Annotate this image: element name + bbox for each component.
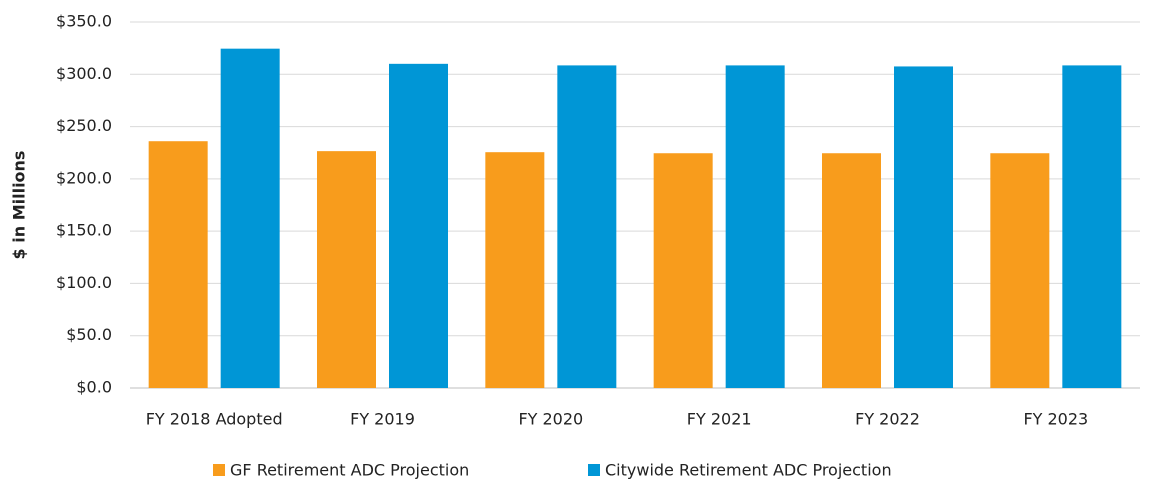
- y-axis-label: $ in Millions: [10, 151, 29, 260]
- bar: [389, 63, 448, 388]
- y-tick-label: $350.0: [56, 12, 112, 31]
- x-tick-label: FY 2023: [1023, 410, 1088, 429]
- bar: [317, 151, 376, 388]
- y-tick-label: $300.0: [56, 64, 112, 83]
- legend-label: Citywide Retirement ADC Projection: [605, 461, 892, 480]
- legend-label: GF Retirement ADC Projection: [230, 461, 469, 480]
- legend-swatch: [213, 464, 225, 476]
- bar: [485, 152, 545, 388]
- y-tick-label: $250.0: [56, 116, 112, 135]
- bar: [990, 153, 1050, 388]
- x-tick-label: FY 2022: [855, 410, 920, 429]
- bar: [653, 153, 713, 388]
- bar: [557, 65, 617, 388]
- bar: [1062, 65, 1122, 388]
- x-tick-label: FY 2019: [350, 410, 415, 429]
- x-tick-label: FY 2021: [687, 410, 752, 429]
- y-tick-label: $0.0: [76, 378, 112, 397]
- x-tick-label: FY 2020: [518, 410, 583, 429]
- y-tick-label: $150.0: [56, 221, 112, 240]
- y-tick-label: $50.0: [66, 325, 112, 344]
- bar: [822, 153, 881, 388]
- x-tick-label: FY 2018 Adopted: [146, 410, 283, 429]
- y-tick-label: $200.0: [56, 168, 112, 187]
- y-tick-label: $100.0: [56, 273, 112, 292]
- bar: [220, 48, 280, 389]
- legend-swatch: [588, 464, 600, 476]
- bar: [725, 65, 785, 388]
- bar: [148, 141, 208, 388]
- bar: [894, 66, 953, 388]
